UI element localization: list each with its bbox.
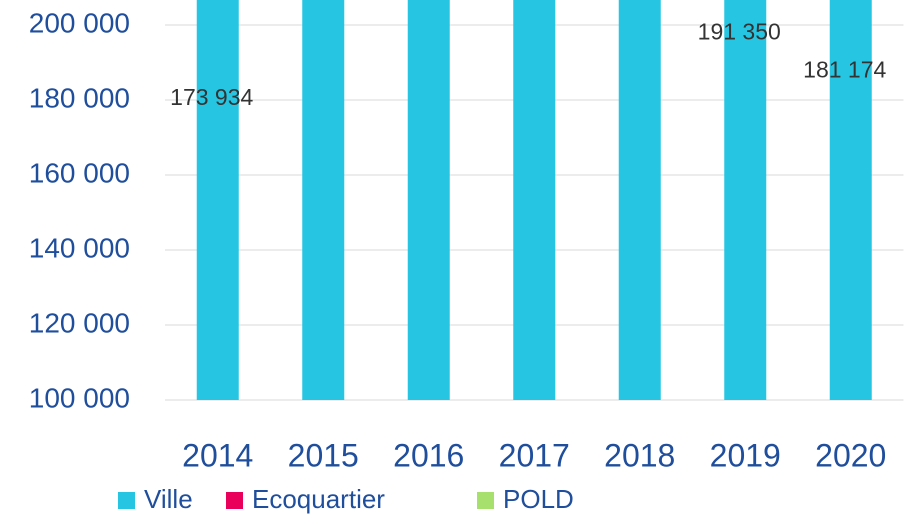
x-tick-label: 2016: [393, 437, 464, 473]
legend-swatch: [477, 492, 494, 509]
x-tick-label: 2018: [604, 437, 675, 473]
bar-segment: [829, 0, 872, 400]
legend-swatch: [118, 492, 135, 509]
total-label: 191 350: [698, 19, 781, 45]
x-tick-label: 2014: [182, 437, 253, 473]
x-tick-label: 2017: [499, 437, 570, 473]
y-tick-label: 180 000: [29, 82, 130, 113]
bar-segment: [618, 0, 661, 400]
total-label: 173 934: [170, 84, 253, 110]
y-tick-label: 120 000: [29, 307, 130, 338]
bar-segment: [724, 0, 767, 400]
legend-label: Ecoquartier: [252, 484, 385, 514]
bar-segment: [407, 0, 450, 400]
bar-segment: [302, 0, 345, 400]
y-tick-label: 140 000: [29, 232, 130, 263]
bar-segment: [513, 0, 556, 400]
legend-label: POLD: [503, 484, 574, 514]
y-tick-label: 160 000: [29, 157, 130, 188]
x-tick-label: 2019: [710, 437, 781, 473]
x-tick-label: 2020: [815, 437, 886, 473]
y-tick-label: 100 000: [29, 382, 130, 413]
legend-label: Ville: [144, 484, 193, 514]
legend-swatch: [226, 492, 243, 509]
bar-segment: [196, 0, 239, 400]
x-tick-label: 2015: [288, 437, 359, 473]
total-label: 181 174: [803, 57, 886, 83]
y-tick-label: 200 000: [29, 7, 130, 38]
